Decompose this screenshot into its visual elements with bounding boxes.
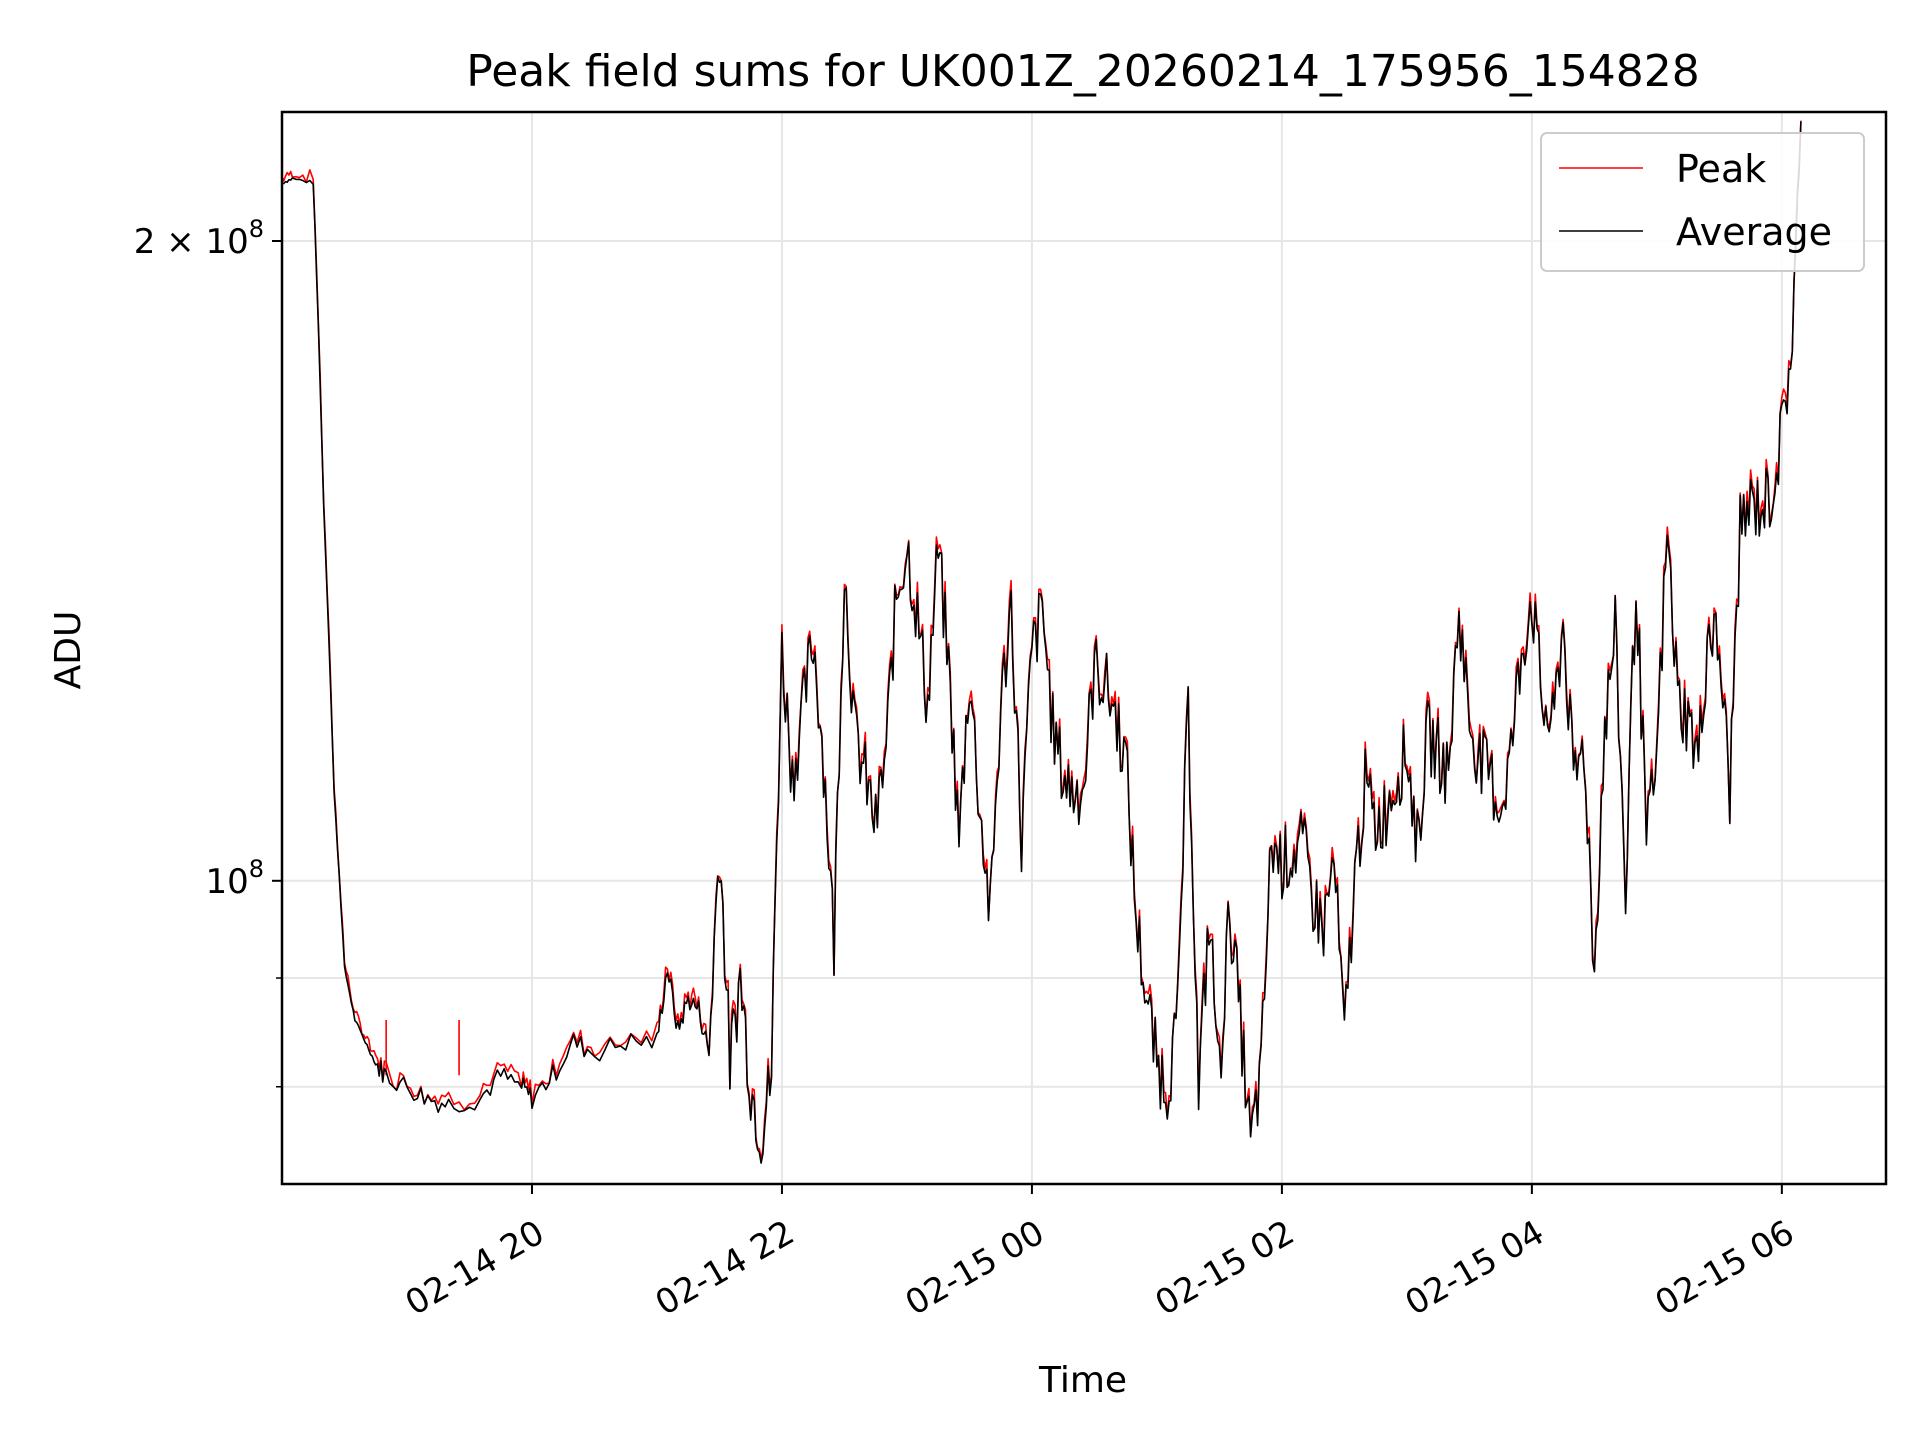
legend-peak-label: Peak	[1676, 147, 1766, 191]
y-axis-label: ADU	[48, 611, 89, 690]
series-layer	[282, 120, 1802, 1164]
series-average-line	[282, 121, 1802, 1164]
x-axis-label: Time	[1038, 1360, 1127, 1401]
legend-average-label: Average	[1676, 210, 1832, 254]
y-tick-label: 108	[205, 855, 264, 902]
chart-title: Peak field sums for UK001Z_20260214_1759…	[466, 46, 1700, 97]
plot-frame	[280, 110, 1888, 1186]
legend: Peak Average	[1540, 132, 1865, 272]
y-tick-label: 2 × 108	[134, 215, 264, 262]
